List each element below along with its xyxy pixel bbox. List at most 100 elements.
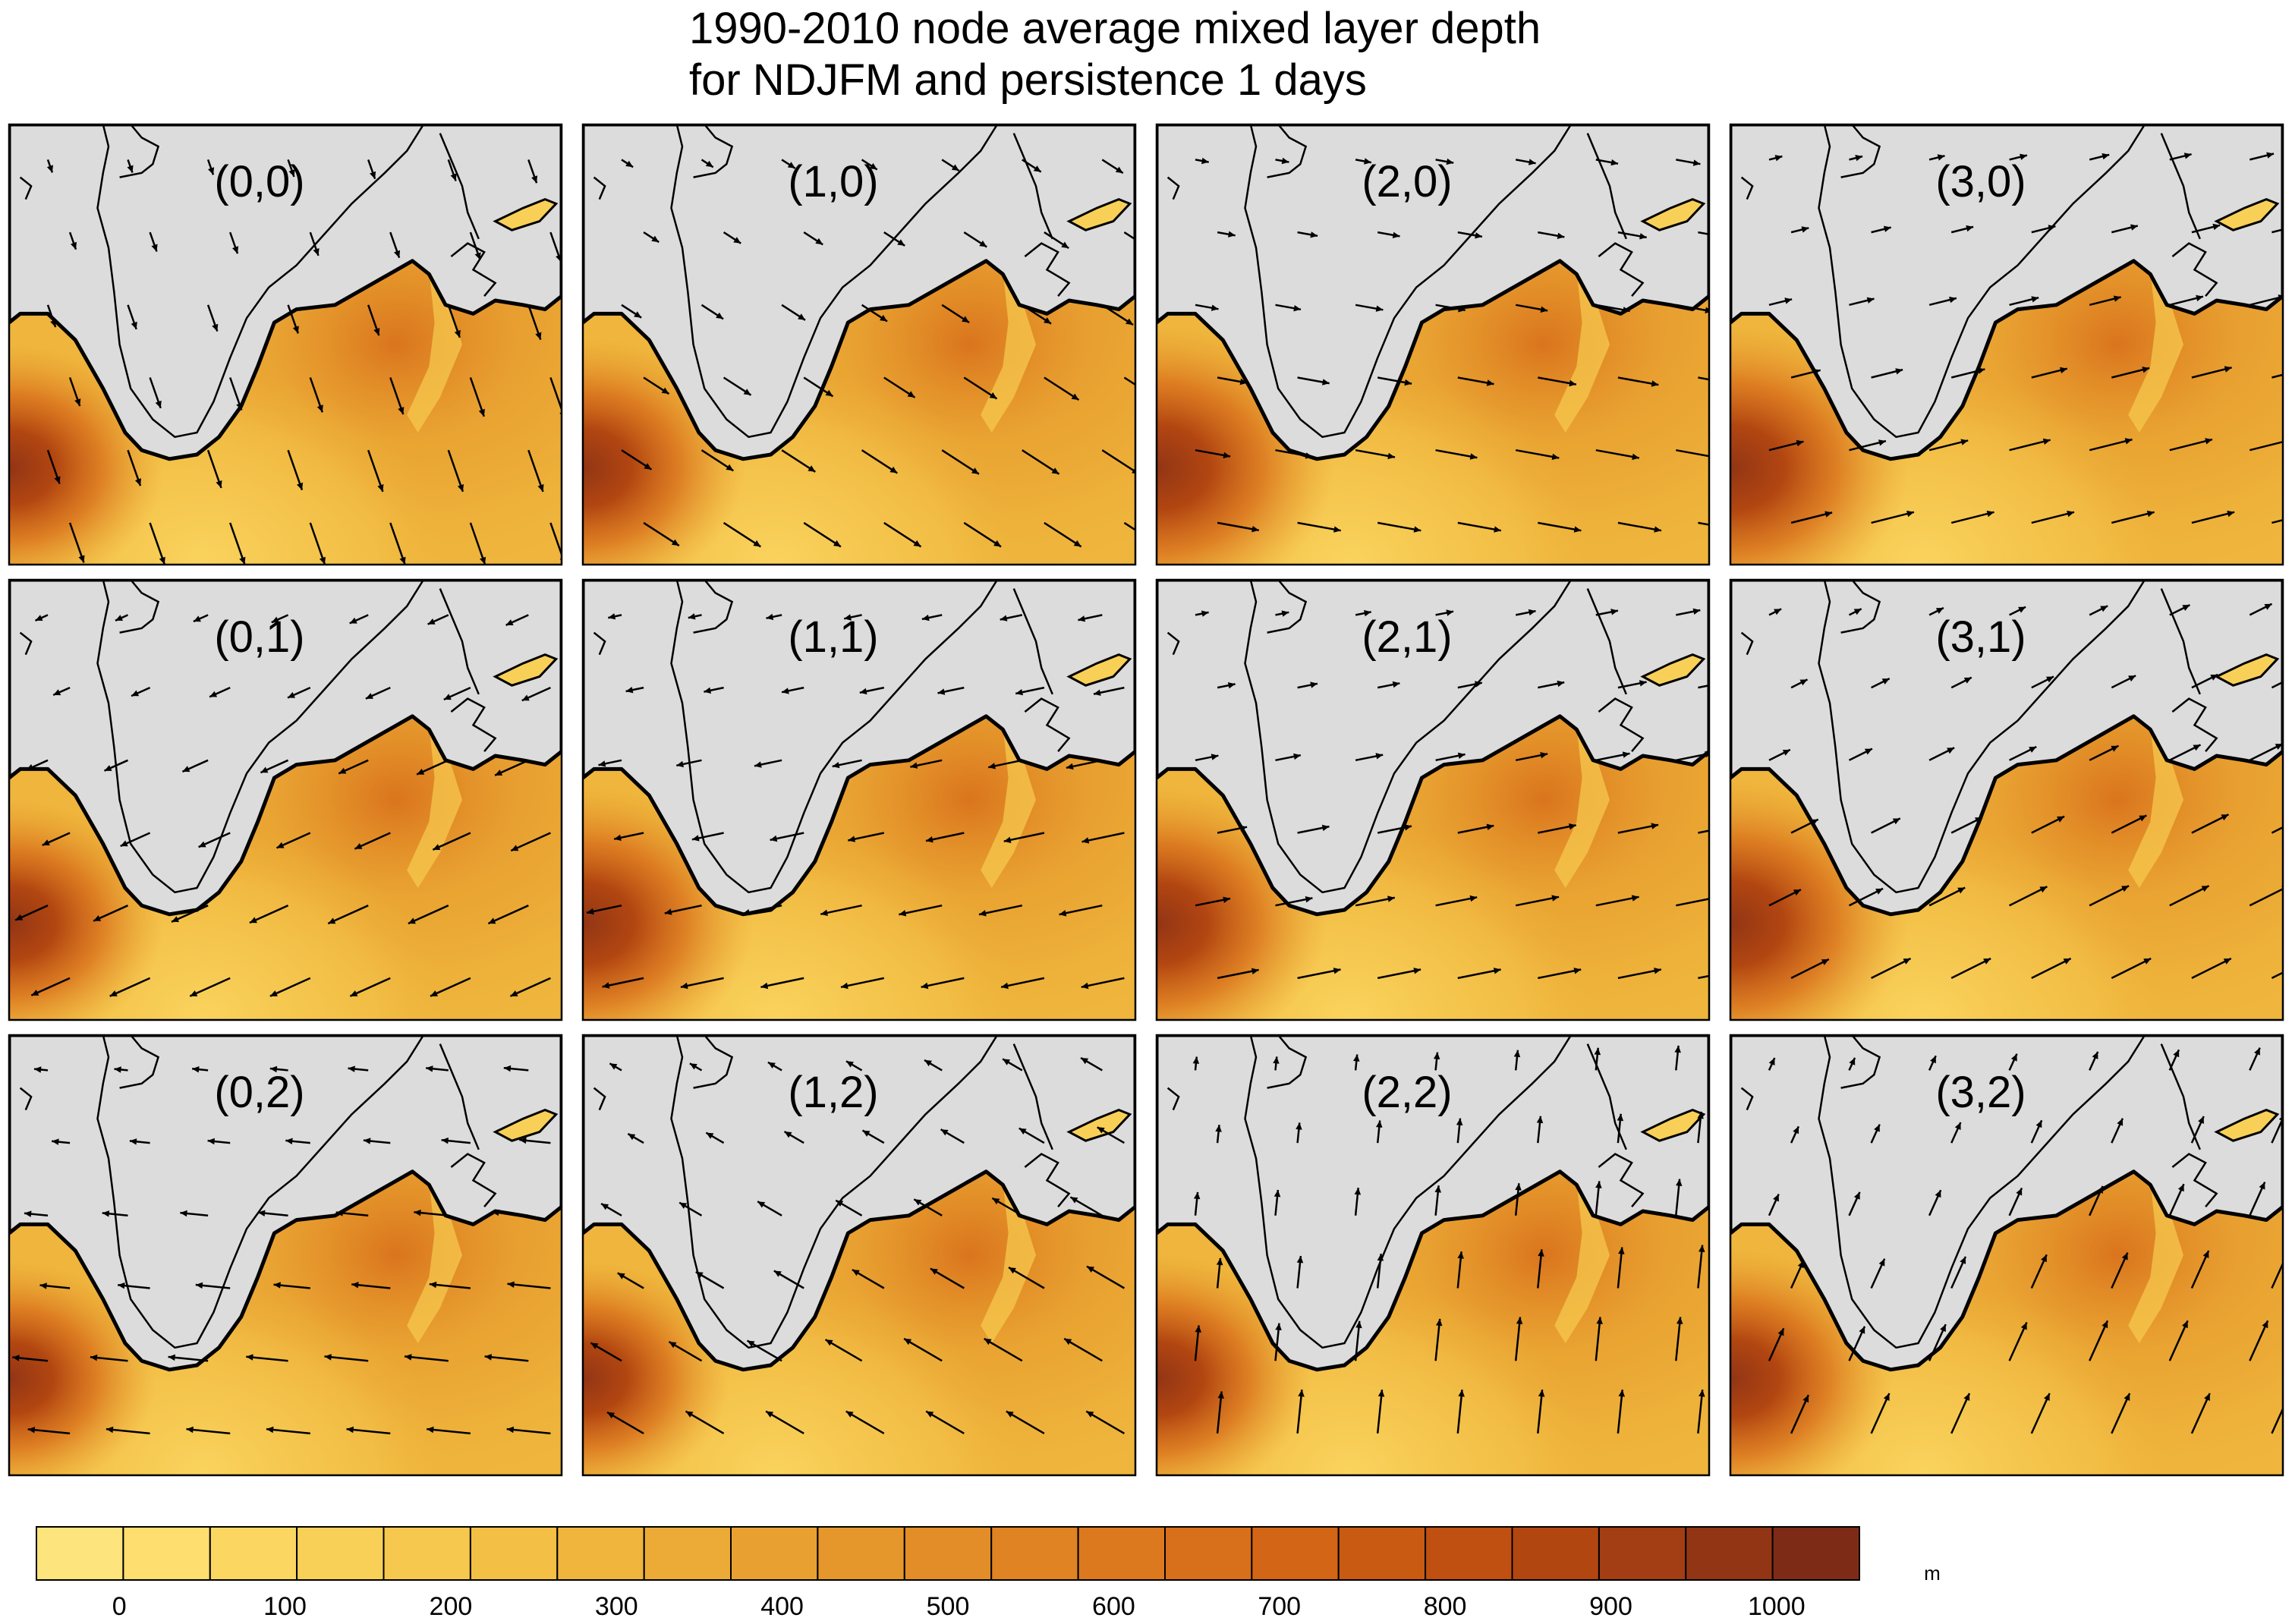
shoreline — [1840, 580, 1881, 634]
wind-arrowhead — [1774, 609, 1782, 615]
wind-arrowhead — [266, 1426, 274, 1434]
shoreline — [450, 242, 497, 297]
wind-arrow — [1697, 1390, 1704, 1434]
wind-vectors — [1195, 608, 1709, 980]
wind-arrowhead — [1705, 751, 1709, 758]
colorbar-tick: 200 — [430, 1592, 473, 1621]
shoreline — [1267, 580, 1308, 634]
wind-arrowhead — [2198, 1116, 2204, 1124]
wind-arrowhead — [488, 917, 496, 924]
wind-arrow — [469, 522, 486, 565]
wind-arrowhead — [433, 844, 441, 850]
wind-arrowhead — [394, 250, 401, 258]
wind-arrowhead — [913, 540, 921, 547]
wind-arrowhead — [1377, 1254, 1384, 1261]
panel-label: (3,1) — [1935, 612, 2026, 662]
wind-arrowhead — [521, 694, 530, 701]
wind-arrowhead — [2046, 676, 2054, 683]
wind-arrowhead — [1376, 1120, 1383, 1128]
wind-arrowhead — [1211, 754, 1219, 760]
wind-arrowhead — [351, 1282, 359, 1289]
wind-arrowhead — [1066, 763, 1074, 770]
wind-arrowhead — [1217, 1391, 1224, 1399]
wind-arrowhead — [1293, 753, 1301, 760]
wind-arrowhead — [90, 1354, 98, 1361]
wind-arrowhead — [426, 1065, 433, 1072]
wind-arrowhead — [1878, 439, 1886, 446]
wind-arrowhead — [155, 400, 162, 408]
wind-arrow — [1676, 898, 1709, 907]
wind-arrowhead — [2067, 510, 2074, 518]
panel-label: (2,1) — [1362, 612, 1452, 662]
colorbar-bin — [122, 1526, 211, 1581]
panel-label: (3,2) — [1935, 1068, 2026, 1117]
map-panel: (2,2) — [1155, 1034, 1711, 1477]
wind-arrowhead — [1475, 232, 1482, 239]
wind-arrow — [509, 977, 551, 997]
wind-arrowhead — [1983, 958, 1991, 965]
wind-arrow — [408, 905, 449, 925]
wind-arrowhead — [2146, 510, 2155, 518]
wind-arrowhead — [399, 556, 406, 565]
wind-arrow — [1698, 521, 1709, 526]
wind-arrow — [1297, 968, 1341, 980]
wind-arrowhead — [2042, 438, 2051, 445]
wind-arrowhead — [1821, 959, 1829, 965]
map-panel: (0,2) — [8, 1034, 563, 1477]
wind-arrowhead — [1001, 982, 1009, 990]
colorbar-tick: 400 — [760, 1592, 804, 1621]
shelf-plume — [1554, 269, 1610, 433]
wind-arrowhead — [628, 1134, 636, 1141]
wind-arrow — [606, 1411, 644, 1434]
wind-arrowhead — [1115, 166, 1123, 174]
wind-arrowhead — [2111, 745, 2119, 752]
wind-arrowhead — [1126, 318, 1133, 326]
wind-arrowhead — [1333, 968, 1341, 974]
wind-arrowhead — [15, 914, 24, 921]
wind-arrow — [760, 977, 804, 989]
wind-arrowhead — [852, 1270, 860, 1276]
panel-frame — [8, 123, 563, 566]
shoreline — [1024, 1153, 1071, 1208]
wind-arrowhead — [754, 761, 762, 768]
wind-arrowhead — [42, 839, 50, 845]
wind-arrowhead — [1960, 439, 1969, 445]
shoreline — [1818, 1035, 2146, 1349]
wind-arrowhead — [246, 1354, 253, 1361]
wind-arrow — [2249, 440, 2283, 452]
wind-arrowhead — [1699, 1245, 1705, 1252]
shoreline — [439, 1043, 480, 1150]
wind-arrow — [1617, 968, 1662, 980]
wind-arrow — [1216, 1391, 1223, 1434]
wind-arrow — [2271, 1406, 2283, 1434]
wind-arrowhead — [102, 1210, 110, 1217]
wind-arrowhead — [770, 835, 778, 842]
panel-label: (0,1) — [214, 612, 304, 662]
wind-arrowhead — [1639, 233, 1647, 240]
wind-arrowhead — [1392, 231, 1400, 238]
wind-arrowhead — [2224, 366, 2232, 373]
land-mass — [1157, 1035, 1709, 1372]
wind-arrowhead — [1061, 241, 1069, 248]
wind-arrowhead — [105, 1426, 114, 1434]
wind-arrowhead — [1018, 1128, 1027, 1135]
wind-arrow — [1515, 895, 1560, 907]
wind-arrowhead — [1623, 307, 1630, 313]
shoreline — [96, 1035, 425, 1349]
wind-arrowhead — [815, 238, 823, 245]
wind-arrowhead — [716, 312, 723, 319]
wind-arrowhead — [1674, 1045, 1681, 1053]
wind-arrowhead — [1853, 609, 1862, 615]
wind-arrow — [2271, 681, 2283, 689]
wind-arrowhead — [820, 909, 828, 916]
wind-arrowhead — [1239, 825, 1248, 832]
wind-arrowhead — [1866, 297, 1875, 304]
wind-arrow — [2111, 1393, 2131, 1434]
wind-arrowhead — [377, 484, 384, 492]
wind-arrowhead — [742, 909, 751, 916]
wind-arrowhead — [1310, 231, 1318, 238]
shoreline — [1267, 1035, 1308, 1089]
wind-arrowhead — [2102, 153, 2110, 160]
wind-arrow — [109, 977, 151, 997]
wind-arrow — [1435, 896, 1478, 907]
